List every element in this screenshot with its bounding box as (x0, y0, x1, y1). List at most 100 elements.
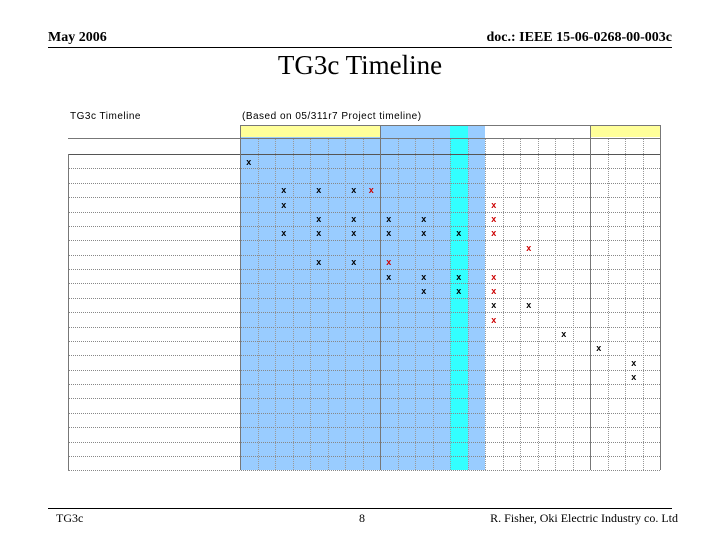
grid-line (68, 211, 660, 213)
footer-author: R. Fisher, Oki Electric Industry co. Ltd (490, 511, 678, 525)
milestone-mark: x (491, 228, 497, 239)
milestone-mark: x (281, 185, 287, 196)
grid-line (68, 138, 660, 139)
grid-line (68, 384, 660, 386)
milestone-mark: x (316, 214, 322, 225)
footer-left: TG3c (56, 511, 84, 525)
year-2007-header (590, 125, 660, 137)
grid-line (68, 269, 660, 271)
grid-line (380, 125, 381, 471)
timeline-heading: TG3c Timeline (70, 111, 141, 122)
milestone-mark: x (316, 185, 322, 196)
milestone-mark: x (281, 199, 287, 210)
grid-line (68, 254, 660, 256)
grid-line (68, 326, 660, 328)
milestone-mark: x (386, 257, 392, 268)
milestone-mark: x (491, 300, 497, 311)
milestone-mark: x (491, 271, 497, 282)
milestone-mark: x (421, 214, 427, 225)
milestone-mark: x (351, 257, 357, 268)
milestone-mark: x (421, 285, 427, 296)
milestone-mark: x (351, 214, 357, 225)
grid-line (292, 139, 294, 471)
grid-line (467, 139, 469, 471)
grid-line (310, 139, 311, 471)
grid-line (68, 154, 69, 471)
milestone-mark: x (386, 271, 392, 282)
grid-line (68, 182, 660, 184)
year-2005-header (240, 125, 380, 137)
grid-line (240, 125, 241, 471)
milestone-mark: x (351, 185, 357, 196)
timeline-basis: (Based on 05/311r7 Project timeline) (242, 111, 422, 122)
grid-line (572, 139, 574, 471)
grid-line (68, 355, 660, 357)
grid-line (68, 154, 660, 155)
grid-line (625, 139, 626, 471)
grid-line (450, 139, 451, 471)
grid-line (432, 139, 434, 471)
grid-line (660, 125, 661, 471)
milestone-mark: x (368, 185, 374, 196)
grid-line (240, 125, 660, 126)
grid-line (275, 139, 276, 471)
grid-line (68, 441, 660, 443)
grid-line (68, 369, 660, 371)
milestone-mark: x (386, 214, 392, 225)
milestone-mark: x (316, 228, 322, 239)
header-date: May 2006 (48, 30, 107, 45)
milestone-mark: x (561, 329, 567, 340)
grid-line (520, 139, 521, 471)
grid-line (415, 139, 416, 471)
milestone-mark: x (491, 314, 497, 325)
milestone-mark: x (421, 228, 427, 239)
grid-line (68, 283, 660, 285)
grid-line (68, 312, 660, 314)
grid-line (397, 139, 399, 471)
grid-line (68, 240, 660, 242)
grid-line (537, 139, 539, 471)
grid-line (502, 139, 504, 471)
grid-line (345, 139, 346, 471)
current-month-band (450, 125, 468, 471)
milestone-mark: x (526, 300, 532, 311)
milestone-mark: x (386, 228, 392, 239)
milestone-mark: x (281, 228, 287, 239)
grid-line (68, 225, 660, 227)
milestone-mark: x (456, 271, 462, 282)
footer-rule (48, 508, 672, 509)
header-rule (48, 47, 672, 48)
milestone-mark: x (246, 156, 252, 167)
milestone-mark: x (491, 214, 497, 225)
grid-line (68, 340, 660, 342)
milestone-mark: x (421, 271, 427, 282)
milestone-mark: x (491, 285, 497, 296)
milestone-mark: x (456, 228, 462, 239)
grid-line (68, 297, 660, 299)
milestone-mark: x (631, 357, 637, 368)
footer-page-number: 8 (359, 511, 365, 525)
slide-title: TG3c Timeline (277, 50, 443, 80)
grid-line (485, 139, 486, 471)
milestone-mark: x (526, 242, 532, 253)
grid-line (362, 139, 364, 471)
milestone-mark: x (316, 257, 322, 268)
milestone-mark: x (596, 343, 602, 354)
grid-line (555, 139, 556, 471)
milestone-mark: x (351, 228, 357, 239)
grid-line (68, 427, 660, 429)
grid-line (590, 125, 591, 471)
milestone-mark: x (456, 285, 462, 296)
milestone-mark: x (491, 199, 497, 210)
grid-line (68, 168, 660, 170)
milestone-mark: x (631, 372, 637, 383)
past-period-band (467, 125, 485, 471)
grid-line (68, 470, 660, 472)
grid-line (642, 139, 644, 471)
grid-line (327, 139, 329, 471)
grid-line (257, 139, 259, 471)
grid-line (68, 455, 660, 457)
header-doc-id: doc.: IEEE 15-06-0268-00-003c (486, 30, 673, 45)
grid-line (607, 139, 609, 471)
